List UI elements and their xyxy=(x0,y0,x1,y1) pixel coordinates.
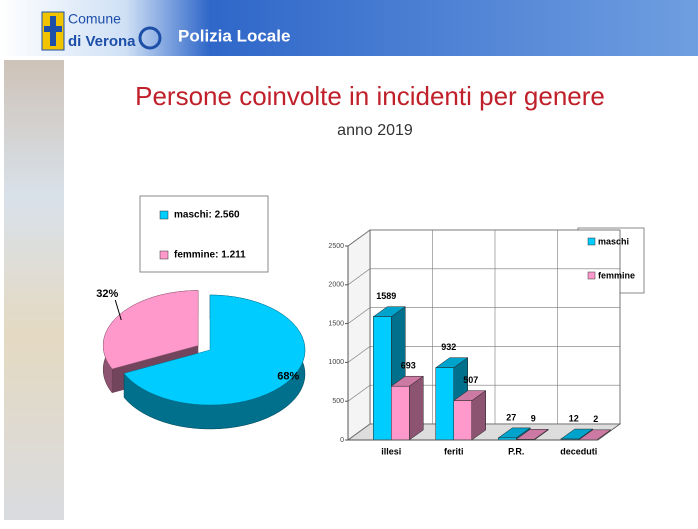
bar-value-label: 2 xyxy=(593,414,598,424)
header-text: di Verona xyxy=(68,33,136,50)
plot-side-wall xyxy=(348,230,370,440)
title: Persone coinvolte in incidenti per gener… xyxy=(135,81,605,111)
y-tick-label: 1500 xyxy=(328,320,344,327)
header-section: Polizia Locale xyxy=(178,26,290,45)
legend-label: maschi xyxy=(598,236,629,246)
legend-label: femmine xyxy=(598,270,635,280)
bar-value-label: 507 xyxy=(463,375,478,385)
photo-strip xyxy=(4,60,64,520)
bar-value-label: 1589 xyxy=(376,291,396,301)
bar-side xyxy=(409,376,423,440)
bar xyxy=(391,386,409,440)
y-tick-label: 500 xyxy=(332,398,344,405)
bar-value-label: 932 xyxy=(441,342,456,352)
bar xyxy=(436,368,454,440)
legend-swatch xyxy=(160,211,168,219)
bar-value-label: 27 xyxy=(506,412,516,422)
bar-value-label: 9 xyxy=(531,414,536,424)
x-tick-label: illesi xyxy=(381,446,401,456)
pie-value-label: 68% xyxy=(277,370,299,382)
bar xyxy=(454,401,472,440)
legend-swatch xyxy=(160,251,168,259)
pie-value-label: 32% xyxy=(96,288,118,300)
header-text: Comune xyxy=(68,11,121,27)
x-tick-label: P.R. xyxy=(508,446,524,456)
bar xyxy=(373,317,391,440)
bar-value-label: 12 xyxy=(569,413,579,423)
legend-swatch xyxy=(588,272,595,279)
y-tick-label: 2000 xyxy=(328,282,344,289)
y-tick-label: 0 xyxy=(340,437,344,444)
bar-value-label: 693 xyxy=(401,361,416,371)
x-tick-label: deceduti xyxy=(560,446,597,456)
logo-cross xyxy=(44,26,62,32)
legend-label: maschi: 2.560 xyxy=(174,210,240,221)
x-tick-label: feriti xyxy=(444,446,464,456)
legend-swatch xyxy=(588,238,595,245)
subtitle: anno 2019 xyxy=(337,122,413,139)
y-tick-label: 2500 xyxy=(328,243,344,250)
y-tick-label: 1000 xyxy=(328,359,344,366)
legend-label: femmine: 1.211 xyxy=(174,250,246,261)
